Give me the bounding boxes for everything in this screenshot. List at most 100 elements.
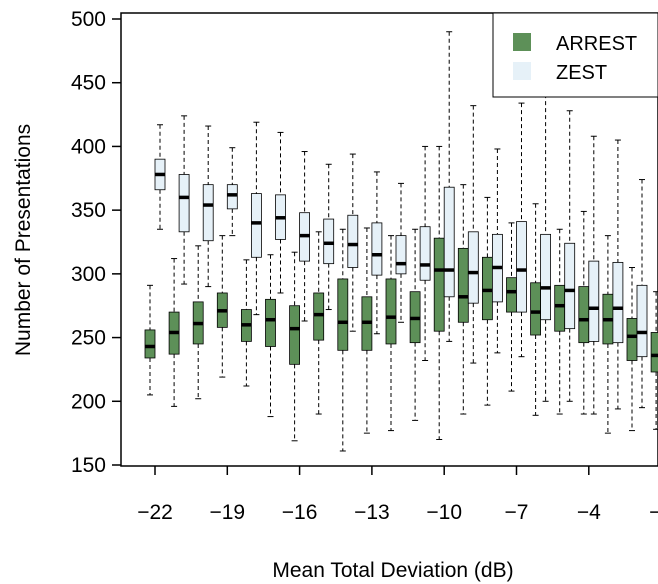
zest-box [636,179,648,409]
legend-swatch-arrest [513,33,531,51]
arrest-box [385,235,397,432]
arrest-box-body [433,237,445,332]
arrest-box [530,203,541,416]
zest-box-body [323,218,335,265]
x-tick-label: −10 [426,501,462,524]
zest-box [178,115,190,285]
arrest-box [144,284,156,396]
zest-box-body [467,231,479,304]
zest-box-body [564,242,576,330]
zest-box [612,139,624,410]
zest-box [202,125,214,288]
arrest-box [289,251,301,442]
box-series-group [144,31,658,452]
zest-box [540,93,551,402]
zest-box [467,105,479,364]
arrest-box [457,184,469,415]
arrest-box [216,235,228,378]
arrest-box-body [289,305,301,365]
y-tick-label: 150 [71,454,106,477]
arrest-box-body [506,277,517,313]
zest-box-body [202,184,214,242]
arrest-box [554,228,566,415]
plot-frame [120,12,658,467]
zest-box [226,147,238,237]
arrest-box-body [144,329,156,359]
zest-box [443,31,455,342]
zest-box [491,148,503,354]
x-axis: −22 −19 −16 −13 −10 −7 −4 −1 [137,466,658,524]
y-tick-label: 500 [71,8,106,31]
arrest-box [578,210,590,415]
zest-box-body [347,214,359,268]
x-tick-label: −13 [354,501,390,524]
x-tick-label: −22 [137,501,173,524]
y-tick-label: 200 [71,390,106,413]
y-tick-label: 400 [71,135,106,158]
arrest-box [602,235,614,434]
arrest-box-body [626,318,638,361]
arrest-box [265,254,276,418]
arrest-box [626,266,638,432]
arrest-box-body [313,292,325,341]
legend-box [492,12,658,98]
x-tick-label: −7 [505,501,529,524]
arrest-box [337,228,349,452]
zest-box-body [636,284,648,358]
arrest-box-body [481,256,493,321]
y-tick-label: 250 [71,327,106,350]
arrest-box [192,245,204,400]
arrest-box-body [530,282,541,336]
zest-box-body [250,193,262,258]
x-axis-title: Mean Total Deviation (dB) [272,559,513,582]
arrest-box-body [265,298,276,347]
zest-box [275,131,286,294]
arrest-box-body [337,278,349,351]
zest-box [250,121,262,316]
zest-box [323,163,335,311]
zest-box [154,124,166,230]
zest-box-body [178,174,190,233]
zest-box-body [612,261,624,344]
zest-box [564,110,576,402]
y-tick-label: 350 [71,199,106,222]
arrest-box [650,291,658,430]
zest-box [371,171,383,335]
legend: ARREST ZEST [492,12,658,98]
x-tick-label: −16 [282,501,318,524]
legend-label-arrest: ARREST [556,33,637,55]
arrest-box-body [385,278,397,345]
zest-box-body [226,184,238,210]
zest-box-body [516,221,527,313]
arrest-box-body [650,332,658,373]
zest-box-body [443,186,455,298]
legend-swatch-zest [513,62,531,80]
zest-box [419,145,431,362]
arrest-box [361,227,373,434]
zest-box-body [540,233,551,321]
arrest-box [409,228,421,421]
zest-box [516,102,527,358]
x-tick-label: −4 [577,501,601,524]
arrest-box [433,145,445,441]
arrest-box [240,259,252,387]
zest-box-body [395,235,407,275]
zest-box [299,151,311,322]
arrest-box-body [457,247,469,323]
arrest-box-body [554,284,566,332]
zest-box-body [419,226,431,281]
y-tick-label: 450 [71,72,106,95]
y-axis: 150 200 250 300 350 400 450 500 [71,8,121,477]
arrest-box [168,258,180,407]
x-tick-label: −1 [649,501,658,524]
legend-label-zest: ZEST [556,62,607,84]
zest-box [395,182,407,323]
arrest-box-body [578,286,590,344]
arrest-box [506,222,517,392]
zest-box-body [371,222,383,276]
zest-box [347,153,359,332]
y-axis-title: Number of Presentations [12,124,35,356]
zest-box-body [588,260,600,342]
arrest-box [313,231,325,415]
